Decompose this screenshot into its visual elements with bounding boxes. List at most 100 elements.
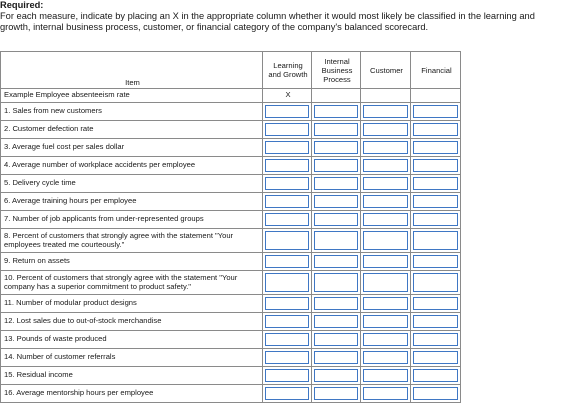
answer-input-internal-process[interactable] [314,123,358,136]
answer-input-financial[interactable] [413,213,458,226]
answer-input-learning-growth[interactable] [265,369,309,382]
answer-input-financial[interactable] [413,195,458,208]
answer-input-customer[interactable] [363,231,408,250]
instruction-line-1: For each measure, indicate by placing an… [0,11,535,21]
row-label: 3. Average fuel cost per sales dollar [0,138,263,157]
answer-input-learning-growth[interactable] [265,231,309,250]
example-label: Example Employee absenteeism rate [0,88,263,103]
answer-input-learning-growth[interactable] [265,351,309,364]
answer-cell-financial [410,294,461,313]
row-label: 14. Number of customer referrals [0,348,263,367]
answer-input-learning-growth[interactable] [265,333,309,346]
answer-input-customer[interactable] [363,141,408,154]
answer-input-internal-process[interactable] [314,351,358,364]
answer-input-financial[interactable] [413,369,458,382]
answer-input-financial[interactable] [413,273,458,292]
answer-cell-customer [360,156,411,175]
table-row: 7. Number of job applicants from under-r… [0,210,461,229]
answer-input-customer[interactable] [363,159,408,172]
row-label: 1. Sales from new customers [0,102,263,121]
answer-input-customer[interactable] [363,195,408,208]
answer-input-financial[interactable] [413,123,458,136]
answer-input-internal-process[interactable] [314,297,358,310]
answer-cell-learning-growth [262,294,312,313]
answer-input-financial[interactable] [413,333,458,346]
answer-cell-learning-growth [262,174,312,193]
answer-input-learning-growth[interactable] [265,177,309,190]
answer-input-financial[interactable] [413,387,458,400]
answer-cell-financial [410,156,461,175]
answer-cell-customer [360,192,411,211]
answer-cell-internal-process [311,270,361,295]
answer-input-internal-process[interactable] [314,105,358,118]
answer-input-financial[interactable] [413,315,458,328]
answer-input-customer[interactable] [363,273,408,292]
table-row: 8. Percent of customers that strongly ag… [0,228,461,253]
answer-input-learning-growth[interactable] [265,195,309,208]
column-header-item: Item [0,51,263,89]
answer-input-learning-growth[interactable] [265,105,309,118]
answer-input-customer[interactable] [363,213,408,226]
answer-input-customer[interactable] [363,123,408,136]
answer-input-learning-growth[interactable] [265,141,309,154]
answer-input-financial[interactable] [413,231,458,250]
answer-input-internal-process[interactable] [314,177,358,190]
answer-input-customer[interactable] [363,255,408,268]
answer-input-customer[interactable] [363,105,408,118]
answer-cell-financial [410,120,461,139]
answer-cell-internal-process [311,312,361,331]
row-label: 11. Number of modular product designs [0,294,263,313]
answer-input-internal-process[interactable] [314,141,358,154]
answer-input-learning-growth[interactable] [265,387,309,400]
answer-input-internal-process[interactable] [314,315,358,328]
row-label: 10. Percent of customers that strongly a… [0,270,263,295]
answer-input-customer[interactable] [363,351,408,364]
answer-cell-internal-process [311,120,361,139]
answer-input-financial[interactable] [413,141,458,154]
answer-input-learning-growth[interactable] [265,297,309,310]
answer-input-internal-process[interactable] [314,213,358,226]
answer-cell-financial [410,210,461,229]
answer-input-financial[interactable] [413,255,458,268]
answer-cell-learning-growth [262,366,312,385]
table-row: 2. Customer defection rate [0,120,461,139]
answer-input-customer[interactable] [363,333,408,346]
column-header-customer: Customer [360,51,411,89]
answer-input-internal-process[interactable] [314,273,358,292]
answer-input-internal-process[interactable] [314,231,358,250]
answer-input-learning-growth[interactable] [265,273,309,292]
answer-input-customer[interactable] [363,177,408,190]
answer-input-customer[interactable] [363,315,408,328]
answer-input-financial[interactable] [413,297,458,310]
answer-cell-learning-growth [262,192,312,211]
header-row: Item Learning and Growth Internal Busine… [0,51,461,89]
answer-input-internal-process[interactable] [314,195,358,208]
answer-input-financial[interactable] [413,105,458,118]
answer-input-customer[interactable] [363,297,408,310]
answer-cell-internal-process [311,228,361,253]
answer-cell-customer [360,312,411,331]
table-row: 13. Pounds of waste produced [0,330,461,349]
answer-input-internal-process[interactable] [314,255,358,268]
answer-input-financial[interactable] [413,351,458,364]
answer-cell-learning-growth [262,330,312,349]
answer-cell-financial [410,384,461,403]
instruction-line-2: growth, internal business process, custo… [0,22,429,32]
answer-input-customer[interactable] [363,387,408,400]
answer-input-internal-process[interactable] [314,159,358,172]
answer-input-financial[interactable] [413,159,458,172]
answer-input-customer[interactable] [363,369,408,382]
answer-input-learning-growth[interactable] [265,159,309,172]
table-row: 1. Sales from new customers [0,102,461,121]
answer-input-financial[interactable] [413,177,458,190]
answer-input-learning-growth[interactable] [265,255,309,268]
answer-input-learning-growth[interactable] [265,315,309,328]
answer-input-learning-growth[interactable] [265,213,309,226]
answer-input-internal-process[interactable] [314,369,358,382]
answer-cell-internal-process [311,252,361,271]
answer-cell-learning-growth [262,252,312,271]
answer-input-learning-growth[interactable] [265,123,309,136]
answer-input-internal-process[interactable] [314,387,358,400]
answer-cell-customer [360,252,411,271]
answer-input-internal-process[interactable] [314,333,358,346]
